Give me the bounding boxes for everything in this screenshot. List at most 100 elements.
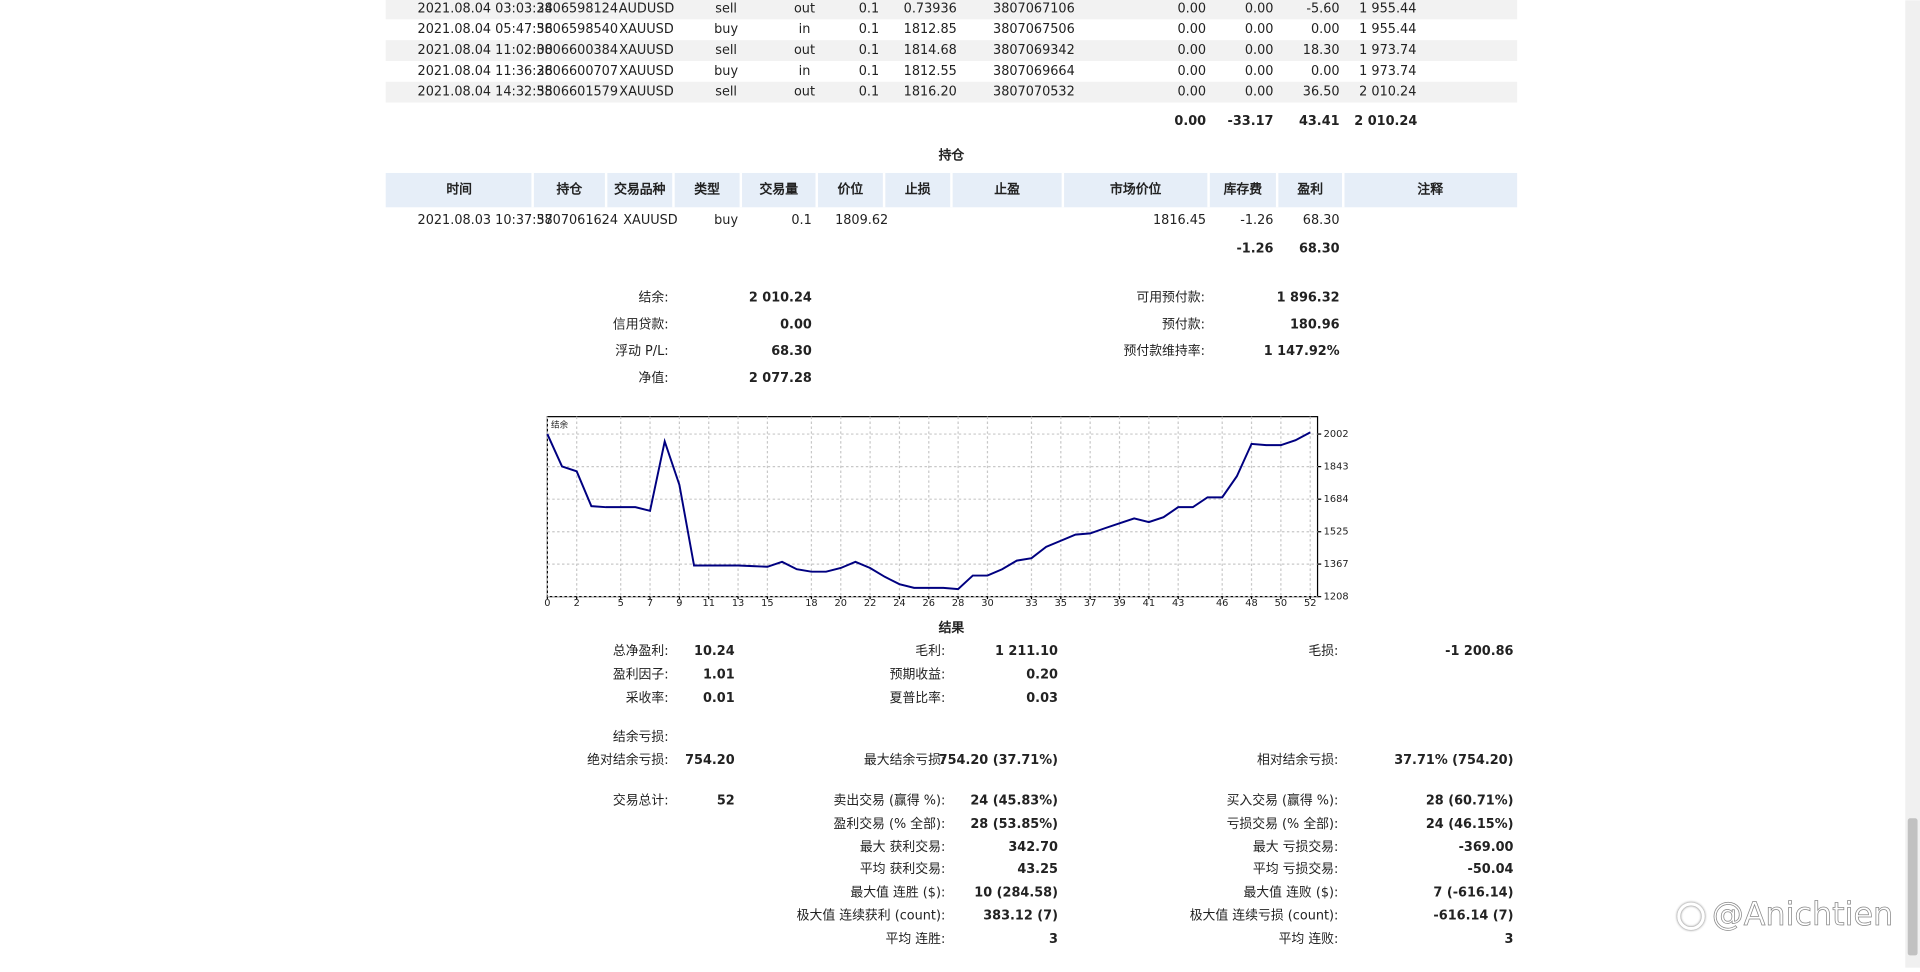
result-label: 卖出交易 (赢得 %): (834, 793, 946, 809)
deal-cell: AUDUSD (619, 1, 675, 16)
deal-cell: 0.00 (1178, 43, 1207, 58)
deal-cell: 0.1 (859, 22, 879, 37)
result-label: 毛利: (915, 644, 945, 659)
chart-label: 结余 (551, 419, 569, 431)
result-label: 平均 获利交易: (860, 861, 945, 877)
position-cell: 1809.62 (835, 213, 888, 228)
result-value: 1 211.10 (995, 644, 1058, 659)
x-tick-label: 52 (1304, 598, 1316, 609)
header-cell: 价位 (838, 182, 864, 198)
result-value: 0.20 (1026, 668, 1058, 683)
result-label: 最大值 连胜 ($): (850, 884, 945, 900)
deal-cell: 3807069342 (993, 43, 1075, 58)
chart-area (546, 416, 1319, 598)
result-label: 盈利因子: (613, 668, 669, 683)
result-value: 24 (46.15%) (1426, 817, 1514, 832)
deal-cell: 0.1 (859, 64, 879, 79)
deal-cell: 0.00 (1178, 64, 1207, 79)
result-value: 383.12 (7) (983, 909, 1058, 924)
x-tick-label: 13 (732, 598, 744, 609)
header-cell: 类型 (694, 182, 720, 198)
header-cell: 交易量 (760, 182, 799, 198)
row-shade (385, 81, 1518, 103)
deal-cell: 3806598540 (536, 22, 618, 37)
result-value: 1.01 (703, 668, 735, 683)
result-label: 亏损交易 (% 全部): (1227, 816, 1339, 832)
deal-cell: 0.00 (1245, 64, 1274, 79)
deal-cell: sell (715, 43, 737, 58)
deal-cell: 0.1 (859, 43, 879, 58)
summary-value: 68.30 (771, 344, 812, 359)
deal-cell: 3806601579 (536, 85, 618, 100)
deal-cell: 18.30 (1303, 43, 1340, 58)
deal-cell: 3806600707 (536, 64, 618, 79)
x-tick-label: 50 (1275, 598, 1287, 609)
result-label: 结余亏损: (613, 729, 669, 745)
result-label: 最大结余亏损: (864, 752, 945, 768)
summary-value: 2 010.24 (749, 290, 812, 305)
header-cell: 库存费 (1224, 182, 1263, 198)
deal-cell: 1812.85 (904, 22, 957, 37)
deal-cell: XAUUSD (619, 85, 674, 100)
deal-cell: 1 973.74 (1359, 64, 1416, 79)
deal-cell: 1 973.74 (1359, 43, 1416, 58)
header-cell: 止盈 (994, 182, 1020, 198)
deal-cell: sell (715, 1, 737, 16)
result-value: 3 (1049, 932, 1058, 947)
deal-cell: sell (715, 85, 737, 100)
result-value: 37.71% (754.20) (1394, 753, 1513, 768)
summary-label: 预付款: (1162, 317, 1205, 332)
scrollbar-track[interactable] (1905, 0, 1920, 968)
scrollbar-thumb[interactable] (1907, 818, 1918, 956)
result-value: 7 (-616.14) (1433, 885, 1513, 900)
balance-line (546, 431, 1311, 591)
deal-cell: 3807070532 (993, 85, 1075, 100)
deal-total: 0.00 (1174, 114, 1206, 129)
deal-total: 2 010.24 (1354, 114, 1417, 129)
position-cell: 1816.45 (1153, 213, 1206, 228)
result-label: 交易总计: (613, 793, 669, 809)
result-label: 绝对结余亏损: (587, 752, 668, 768)
summary-label: 净值: (639, 370, 669, 386)
watermark-icon (1677, 902, 1705, 931)
y-tick-label: 1525 (1324, 527, 1349, 538)
result-label: 最大 获利交易: (860, 839, 945, 855)
x-tick-label: 39 (1113, 598, 1125, 609)
x-tick-label: 35 (1055, 598, 1067, 609)
x-tick-label: 28 (952, 598, 964, 609)
deal-cell: 0.00 (1178, 1, 1207, 16)
result-label: 总净盈利: (613, 644, 669, 659)
x-tick-label: 48 (1245, 598, 1257, 609)
deal-cell: -5.60 (1306, 1, 1339, 16)
result-value: -50.04 (1468, 862, 1514, 877)
result-value: -616.14 (7) (1433, 909, 1513, 924)
y-tick-label: 1208 (1324, 592, 1349, 603)
deal-cell: in (799, 64, 811, 79)
result-label: 采收率: (626, 690, 669, 706)
deal-cell: 0.00 (1245, 43, 1274, 58)
position-total: 68.30 (1299, 241, 1340, 256)
result-value: 10.24 (694, 644, 735, 659)
result-value: 754.20 (37.71%) (939, 753, 1058, 768)
result-label: 买入交易 (赢得 %): (1227, 793, 1339, 809)
deal-cell: 3807067106 (993, 1, 1075, 16)
deal-cell: 3806600384 (536, 43, 618, 58)
header-cell: 时间 (446, 182, 472, 198)
section-title: 结果 (939, 620, 965, 636)
result-value: 43.25 (1017, 862, 1058, 877)
position-cell: 3807061624 (536, 213, 618, 228)
deal-cell: 0.00 (1311, 64, 1340, 79)
summary-label: 可用预付款: (1136, 290, 1205, 305)
x-tick-label: 9 (676, 598, 682, 609)
deal-cell: 0.00 (1245, 22, 1274, 37)
section-title: 持仓 (939, 147, 965, 163)
deal-cell: 3807067506 (993, 22, 1075, 37)
x-tick-label: 46 (1216, 598, 1228, 609)
result-value: 3 (1505, 932, 1514, 947)
summary-label: 结余: (639, 289, 669, 305)
header-cell: 盈利 (1296, 182, 1323, 198)
header-cell: 市场价位 (1110, 182, 1162, 198)
deal-cell: XAUUSD (619, 43, 674, 58)
